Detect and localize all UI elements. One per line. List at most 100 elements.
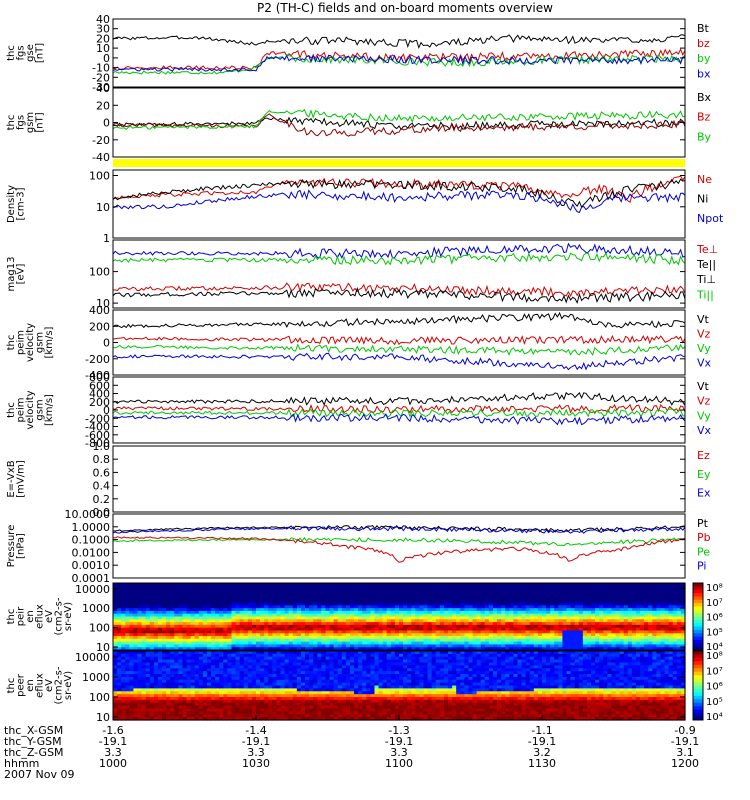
spectrogram-cell — [129, 585, 135, 590]
spectrogram-cell — [117, 662, 122, 666]
spectrogram-cell — [243, 691, 249, 695]
spectrogram-cell — [599, 583, 604, 587]
spectrogram-cell — [595, 591, 600, 595]
spectrogram-cell — [247, 717, 253, 721]
spectrogram-cell — [288, 619, 294, 623]
spectrogram-cell — [623, 613, 629, 618]
spectrogram-cell — [260, 691, 265, 695]
spectrogram-cell — [141, 682, 147, 687]
spectrogram-cell — [480, 616, 486, 620]
spectrogram-cell — [341, 685, 347, 689]
spectrogram-cell — [264, 638, 269, 643]
y-tick-label: 10 — [96, 201, 110, 214]
spectrogram-cell — [329, 679, 335, 684]
spectrogram-cell — [370, 613, 376, 618]
spectrogram-cell — [484, 583, 490, 587]
spectrogram-cell — [157, 697, 163, 701]
spectrogram-cell — [211, 613, 216, 618]
spectrogram-cell — [251, 679, 257, 684]
spectrogram-cell — [305, 688, 310, 692]
spectrogram-cell — [615, 610, 621, 615]
spectrogram-cell — [121, 714, 126, 718]
spectrogram-cell — [456, 599, 461, 604]
spectrogram-cell — [276, 608, 282, 612]
spectrogram-cell — [272, 594, 278, 598]
spectrogram-cell — [113, 633, 118, 637]
spectrogram-cell — [419, 583, 425, 587]
spectrogram-cell — [599, 608, 604, 612]
spectrogram-cell — [219, 691, 224, 695]
spectrogram-cell — [231, 682, 237, 687]
spectrogram-cell — [206, 616, 212, 620]
spectrogram-cell — [215, 644, 220, 648]
spectrogram-cell — [264, 627, 269, 632]
y-axis-label-line: [cm-3] — [16, 187, 27, 220]
spectrogram-cell — [243, 641, 249, 646]
spectrogram-cell — [300, 665, 306, 669]
spectrogram-cell — [300, 605, 306, 609]
spectrogram-cell — [419, 594, 425, 598]
spectrogram-cell — [260, 602, 265, 606]
spectrogram-cell — [366, 627, 371, 632]
spectrogram-cell — [227, 705, 233, 710]
spectrogram-cell — [247, 682, 253, 687]
spectrogram-cell — [513, 605, 519, 609]
y-axis-label-line: gsm — [35, 399, 46, 420]
spectrogram-cell — [345, 616, 351, 620]
spectrogram-cell — [631, 613, 637, 618]
spectrogram-cell — [186, 651, 192, 655]
spectrogram-cell — [586, 596, 592, 601]
spectrogram-cell — [194, 633, 200, 637]
spectrogram-cell — [394, 624, 400, 629]
spectrogram-cell — [341, 630, 347, 634]
spectrogram-cell — [215, 717, 220, 721]
spectrogram-cell — [325, 622, 331, 626]
spectrogram-cell — [239, 699, 245, 704]
spectrogram-cell — [223, 619, 228, 623]
spectrogram-cell — [582, 613, 588, 618]
spectrogram-cell — [186, 685, 192, 689]
spectrogram-cell — [415, 622, 421, 626]
spectrogram-cell — [472, 596, 478, 601]
spectrogram-cell — [235, 619, 241, 623]
spectrogram-cell — [672, 588, 678, 592]
spectrogram-cell — [423, 605, 429, 609]
spectrogram-cell — [121, 702, 126, 707]
spectrogram-cell — [464, 605, 470, 609]
spectrogram-cell — [415, 619, 421, 623]
spectrogram-cell — [268, 616, 273, 620]
spectrogram-cell — [341, 671, 347, 675]
spectrogram-cell — [153, 668, 159, 672]
spectrogram-cell — [288, 624, 294, 629]
spectrogram-cell — [619, 588, 625, 592]
y-axis-label-line: gse — [25, 44, 36, 62]
spectrogram-cell — [354, 616, 359, 620]
spectrogram-cell — [288, 608, 294, 612]
spectrogram-cell — [341, 665, 347, 669]
spectrogram-cell — [390, 583, 396, 587]
spectrogram-cell — [354, 605, 359, 609]
spectrogram-cell — [296, 694, 302, 698]
spectrogram-cell — [129, 616, 135, 620]
spectrogram-cell — [264, 602, 269, 606]
spectrogram-cell — [149, 656, 155, 661]
spectrogram-cell — [145, 627, 151, 632]
spectrogram-cell — [129, 638, 135, 643]
spectrogram-cell — [680, 636, 686, 640]
spectrogram-cell — [664, 619, 670, 623]
spectrogram-cell — [137, 610, 143, 615]
spectrogram-cell — [247, 674, 253, 678]
spectrogram-cell — [537, 622, 543, 626]
spectrogram-cell — [166, 638, 171, 643]
spectrogram-cell — [219, 671, 224, 675]
spectrogram-cell — [595, 583, 600, 587]
spectrogram-cell — [162, 688, 167, 692]
spectrogram-cell — [121, 619, 126, 623]
spectrogram-cell — [672, 608, 678, 612]
spectrogram-cell — [333, 619, 339, 623]
spectrogram-cell — [276, 668, 282, 672]
spectrogram-cell — [264, 591, 269, 595]
spectrogram-cell — [566, 594, 572, 598]
spectrogram-cell — [243, 685, 249, 689]
spectrogram-cell — [292, 644, 298, 648]
